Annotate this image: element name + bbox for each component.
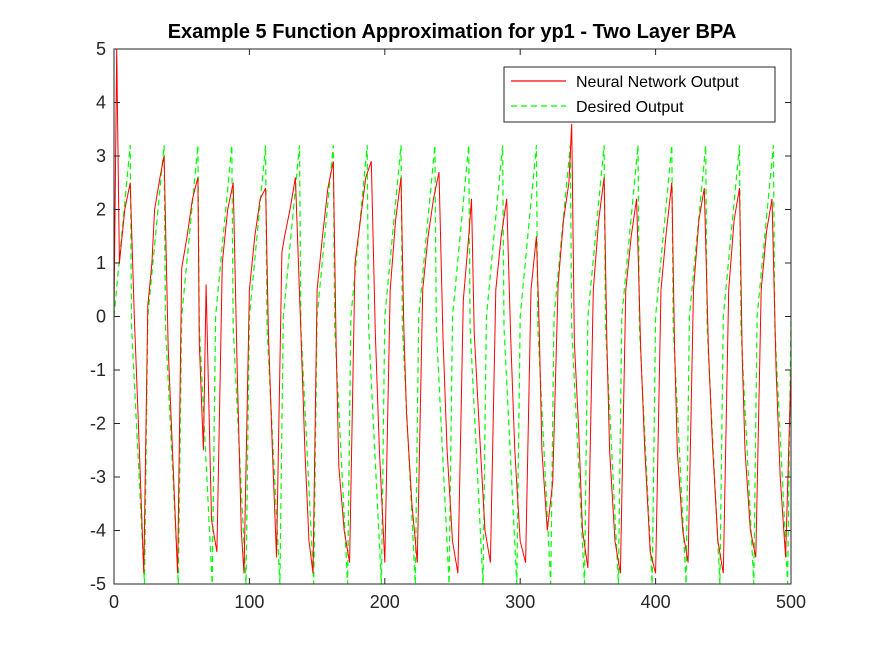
x-tick-label: 0 — [109, 592, 119, 612]
y-axis: -5 -4 -3 -2 -1 0 1 2 3 4 5 — [90, 39, 791, 594]
legend-label-desired-output: Desired Output — [576, 99, 684, 116]
series-layer — [114, 49, 791, 584]
y-tick-label: -5 — [90, 574, 106, 594]
y-tick-label: 4 — [96, 93, 106, 113]
x-tick-label: 100 — [234, 592, 264, 612]
plot-area: 0 100 200 300 400 500 -5 -4 -3 -2 -1 0 1 2 3 4 5 — [90, 39, 806, 612]
legend-box — [503, 66, 776, 123]
y-tick-label: -2 — [90, 414, 106, 434]
x-tick-label: 400 — [641, 592, 671, 612]
y-tick-label: 2 — [96, 200, 106, 220]
x-tick-label: 200 — [370, 592, 400, 612]
legend-label-neural-network-output: Neural Network Output — [576, 74, 739, 91]
series-line-neural-network-output — [114, 49, 791, 574]
chart-title: Example 5 Function Approximation for yp1… — [168, 21, 737, 43]
y-tick-label: 1 — [96, 253, 106, 273]
x-tick-label: 300 — [505, 592, 535, 612]
legend: Neural Network Output Desired Output — [503, 66, 776, 123]
y-tick-label: 5 — [96, 39, 106, 59]
y-tick-label: -4 — [90, 521, 106, 541]
x-axis: 0 100 200 300 400 500 — [109, 49, 806, 612]
x-tick-label: 500 — [776, 592, 806, 612]
y-tick-label: -1 — [90, 360, 106, 380]
y-tick-label: -3 — [90, 467, 106, 487]
y-tick-label: 0 — [96, 307, 106, 327]
y-tick-label: 3 — [96, 146, 106, 166]
